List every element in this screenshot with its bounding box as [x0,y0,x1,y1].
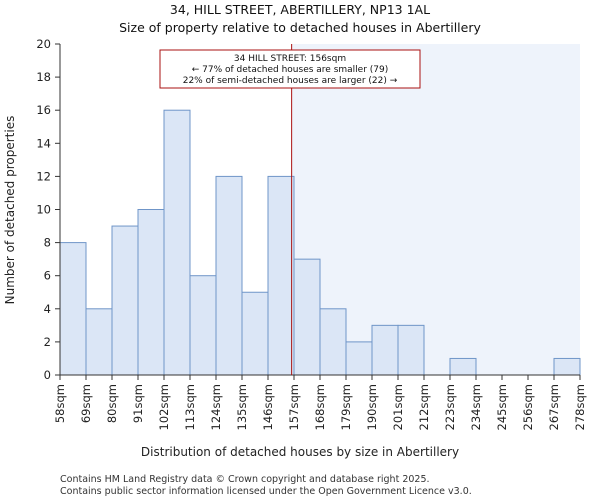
y-ticks-group: 0 2 4 6 8 10 12 14 16 18 20 [36,37,60,382]
y-tick-label-8: 8 [44,236,51,250]
x-tick-label-212sqm: 212sqm [417,384,431,430]
bar-124sqm [215,175,243,376]
annotation-line-1: 34 HILL STREET: 156sqm [234,54,346,64]
y-tick-label-10: 10 [36,203,51,217]
bar-190sqm [371,324,399,376]
x-tick-label-201sqm: 201sqm [391,384,405,430]
x-ticks-group: 58sqm 69sqm 80sqm 91sqm 102sqm 113sqm 124sqm 13… [53,375,587,430]
y-tick-label-12: 12 [36,169,51,183]
bar-157sqm [293,258,321,376]
bar-91sqm [137,209,165,376]
x-tick-label-256sqm: 256sqm [521,384,535,430]
x-axis-label: Distribution of detached houses by size … [141,445,459,459]
bar-267sqm [553,357,581,376]
y-tick-label-2: 2 [44,335,51,349]
x-tick-label-223sqm: 223sqm [443,384,457,430]
x-tick-label-58sqm: 58sqm [53,384,67,423]
bar-69sqm [85,308,113,376]
x-tick-label-157sqm: 157sqm [287,384,301,430]
x-tick-label-69sqm: 69sqm [79,384,93,423]
x-tick-label-80sqm: 80sqm [105,384,119,423]
bar-80sqm [111,225,139,376]
y-tick-label-0: 0 [44,368,51,382]
annotation-line-3: 22% of semi-detached houses are larger (… [183,76,398,86]
y-tick-label-20: 20 [36,37,51,51]
chart-title: 34, HILL STREET, ABERTILLERY, NP13 1AL [170,2,430,17]
x-tick-label-146sqm: 146sqm [261,384,275,430]
bar-102sqm [163,109,191,376]
x-tick-label-190sqm: 190sqm [365,384,379,430]
y-tick-label-16: 16 [36,103,51,117]
annotation-box: 34 HILL STREET: 156sqm ← 77% of detached… [159,49,421,89]
x-tick-label-267sqm: 267sqm [547,384,561,430]
footer-line-2: Contains public sector information licen… [60,486,472,497]
bar-179sqm [345,341,373,376]
x-tick-label-168sqm: 168sqm [313,384,327,430]
y-tick-label-14: 14 [36,136,51,150]
bar-201sqm [397,324,425,376]
x-tick-label-278sqm: 278sqm [573,384,587,430]
annotation-box-frame [159,49,421,89]
x-tick-label-135sqm: 135sqm [235,384,249,430]
x-tick-label-179sqm: 179sqm [339,384,353,430]
chart-subtitle: Size of property relative to detached ho… [119,20,481,35]
x-tick-label-234sqm: 234sqm [469,384,483,430]
y-tick-label-4: 4 [44,302,51,316]
bar-146sqm [267,175,295,376]
x-tick-label-91sqm: 91sqm [131,384,145,423]
x-tick-label-245sqm: 245sqm [495,384,509,430]
y-axis-label: Number of detached properties [3,116,17,305]
x-tick-label-124sqm: 124sqm [209,384,223,430]
footer-line-1: Contains HM Land Registry data © Crown c… [60,474,430,485]
bar-135sqm [241,291,269,376]
bar-113sqm [189,275,217,376]
bar-58sqm [59,242,87,376]
y-tick-label-18: 18 [36,70,51,84]
x-tick-label-113sqm: 113sqm [183,384,197,430]
x-tick-label-102sqm: 102sqm [157,384,171,430]
bar-168sqm [319,308,347,376]
bar-223sqm [449,357,477,376]
y-tick-label-6: 6 [44,269,51,283]
bars-group [59,109,581,376]
annotation-line-2: ← 77% of detached houses are smaller (79… [192,65,389,75]
